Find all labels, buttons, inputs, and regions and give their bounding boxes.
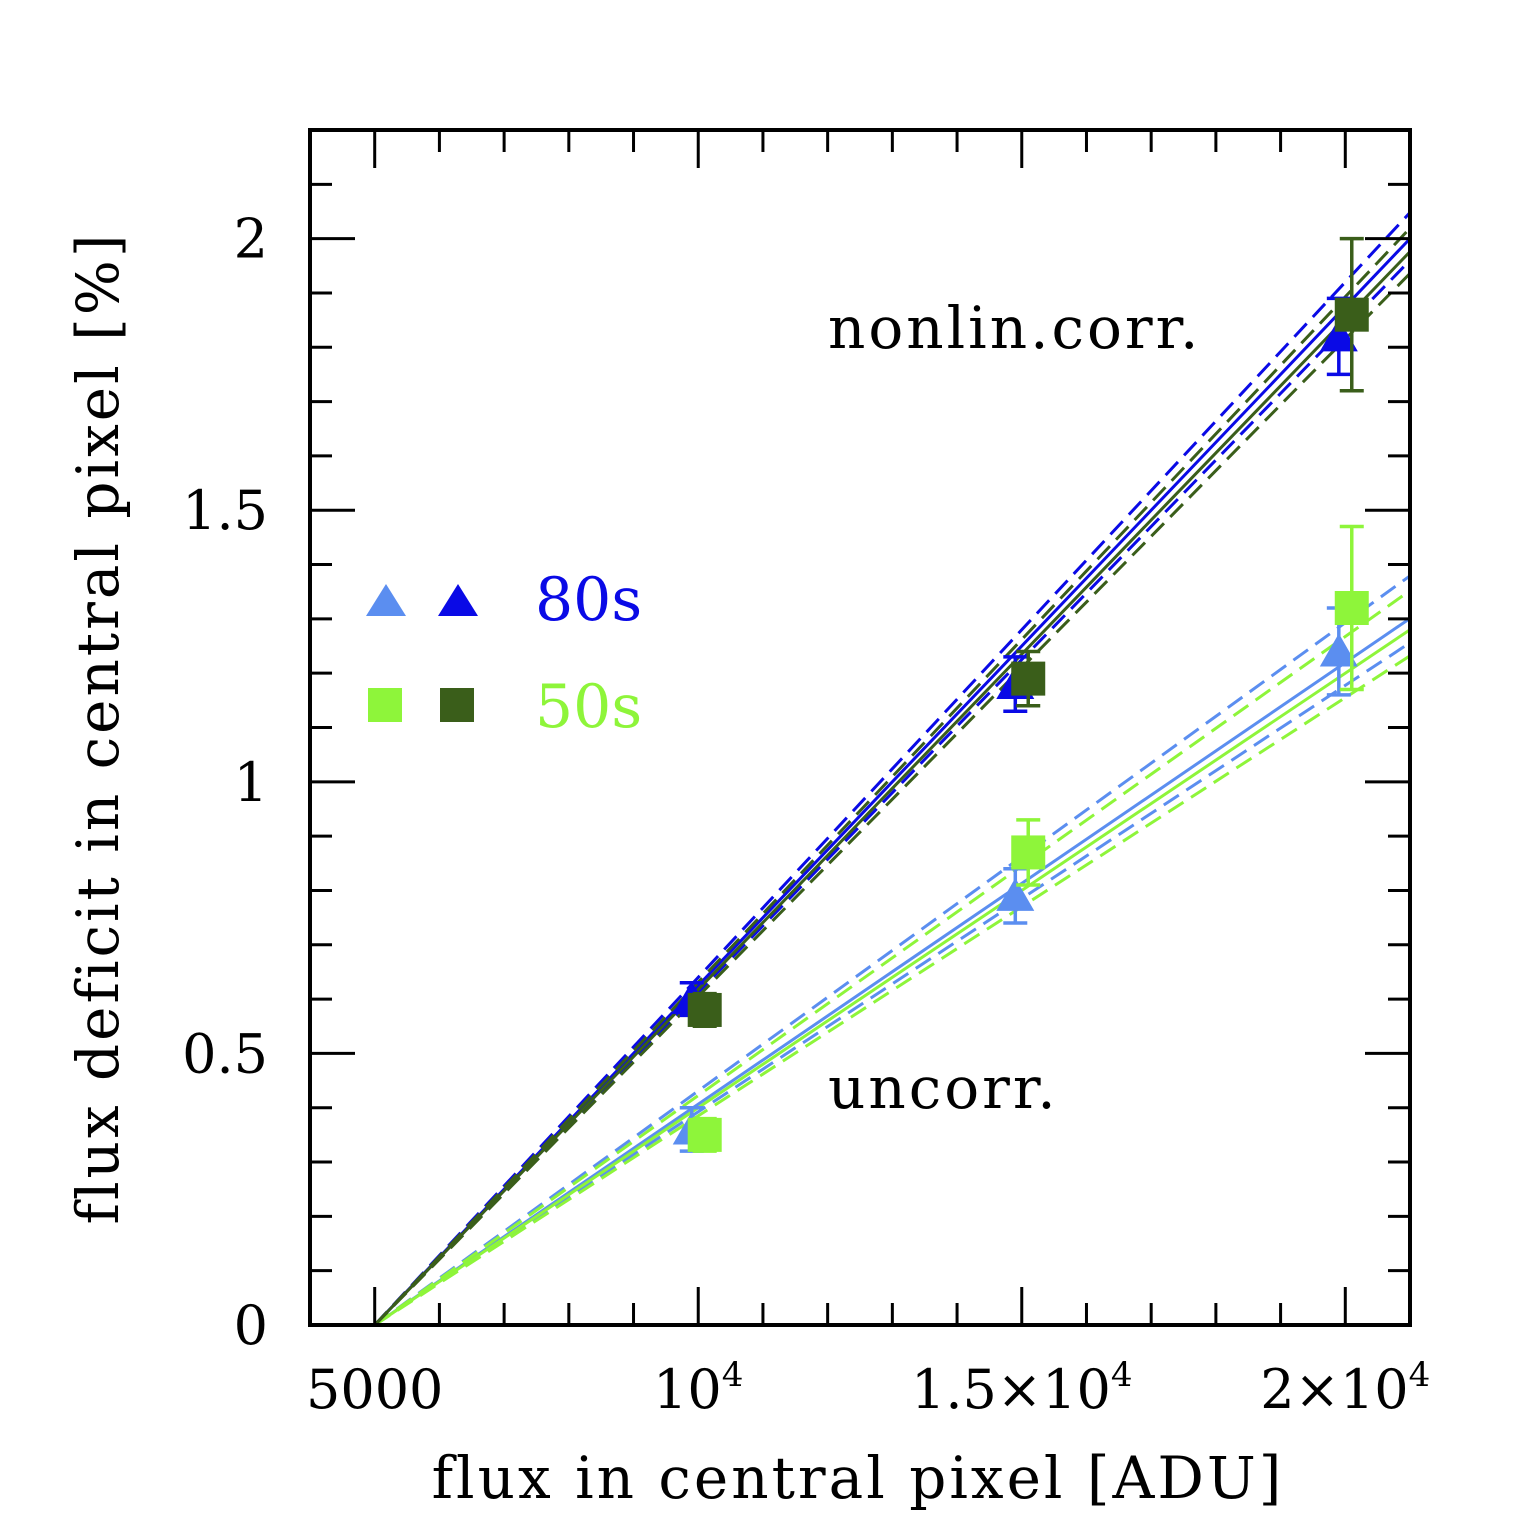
data-point-square — [1334, 591, 1369, 625]
y-axis-label: flux deficit in central pixel [%] — [64, 232, 132, 1225]
data-points — [672, 236, 1369, 1153]
fit-line-upper-bound — [373, 589, 1410, 1325]
fit-line-upper-bound — [373, 211, 1410, 1325]
legend-50s-dark-square-icon — [440, 688, 474, 722]
y-tick-label: 2 — [234, 208, 268, 271]
x-tick-label: 5000 — [306, 1358, 443, 1421]
data-point-square — [1011, 661, 1046, 696]
y-tick-label: 1.5 — [182, 479, 268, 542]
x-axis-label: flux in central pixel [ADU] — [432, 1444, 1285, 1512]
data-point-square — [1334, 297, 1369, 332]
legend-80s-light-triangle-icon — [366, 584, 406, 616]
axis-ticks — [310, 130, 1410, 1327]
fit-line — [373, 617, 1410, 1325]
fit-line-lower-bound — [373, 654, 1410, 1325]
annotation-uncorr: uncorr. — [828, 1054, 1059, 1122]
annotation-nonlin-corr: nonlin.corr. — [828, 294, 1201, 362]
data-point-square — [1011, 835, 1046, 870]
x-tick-label: 2×104 — [1260, 1355, 1430, 1421]
data-point-triangle — [1319, 318, 1358, 352]
x-tick-labels: 5000 104 1.5×104 2×104 — [306, 1355, 1430, 1421]
legend-50s-light-square-icon — [368, 688, 402, 722]
fit-line — [373, 628, 1410, 1325]
data-point-square — [687, 992, 722, 1027]
fit-line-lower-bound — [373, 272, 1410, 1325]
fit-line-lower-bound — [373, 641, 1410, 1325]
y-tick-labels: 0 0.5 1 1.5 2 — [182, 208, 268, 1357]
legend-label-50s: 50s — [535, 672, 642, 742]
legend-80s-dark-triangle-icon — [438, 584, 478, 616]
x-tick-label: 104 — [653, 1355, 743, 1421]
y-tick-label: 0.5 — [182, 1022, 268, 1085]
y-tick-label: 0 — [234, 1294, 268, 1357]
x-tick-label: 1.5×104 — [911, 1355, 1132, 1421]
legend-label-80s: 80s — [535, 565, 642, 635]
data-point-triangle — [996, 877, 1035, 911]
data-point-triangle — [1319, 633, 1358, 667]
fit-lines — [373, 211, 1410, 1325]
fit-line-upper-bound — [373, 227, 1410, 1325]
y-tick-label: 1 — [234, 751, 268, 814]
data-point-square — [687, 1117, 722, 1152]
fit-line-upper-bound — [373, 574, 1410, 1325]
legend: 80s 50s — [366, 565, 642, 742]
fit-line — [373, 250, 1410, 1325]
